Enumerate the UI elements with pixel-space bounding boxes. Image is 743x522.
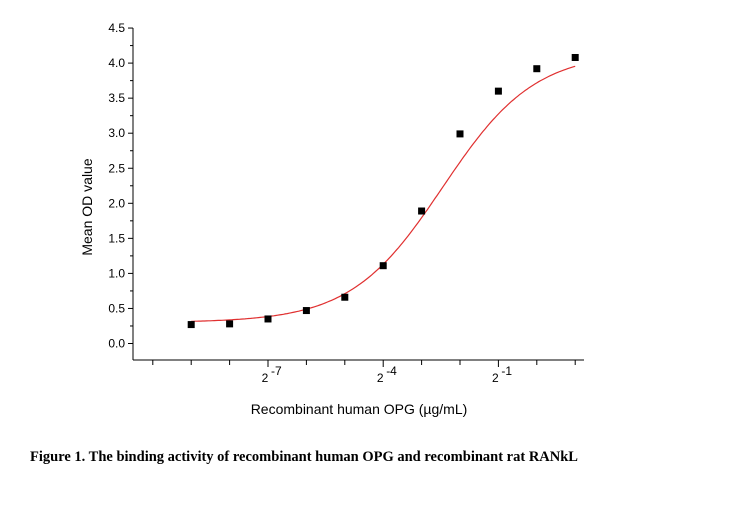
data-point — [379, 262, 387, 270]
data-point — [571, 53, 579, 61]
data-point — [226, 320, 234, 328]
y-tick-label: 1.0 — [108, 266, 125, 280]
y-tick-label: 1.5 — [108, 231, 125, 245]
y-tick-label: 4.5 — [108, 21, 125, 35]
x-tick-label-exponent: -1 — [501, 364, 512, 378]
y-tick-label: 2.0 — [108, 196, 125, 210]
data-point — [533, 65, 541, 73]
data-point — [494, 87, 502, 95]
chart: 0.00.51.01.52.02.53.03.54.04.52 -7 2 -4 2 -1 … — [79, 21, 584, 417]
y-tick-label: 3.0 — [108, 126, 125, 140]
x-tick-label-exponent: -7 — [271, 364, 282, 378]
data-point — [302, 307, 310, 315]
data-point — [187, 321, 195, 329]
data-point — [418, 207, 426, 215]
y-tick-label: 2.5 — [108, 161, 125, 175]
y-tick-label: 4.0 — [108, 56, 125, 70]
x-axis-label: Recombinant human OPG (µg/mL) — [251, 401, 468, 417]
data-point — [264, 315, 272, 323]
plot-area: 0.00.51.01.52.02.53.03.54.04.52 -7 2 -4 2 -1 — [108, 21, 584, 385]
fit-curve — [191, 65, 576, 322]
y-axis-label: Mean OD value — [79, 158, 95, 255]
y-tick-label: 3.5 — [108, 91, 125, 105]
y-tick-label: 0.5 — [108, 301, 125, 315]
figure-caption: Figure 1. The binding activity of recomb… — [30, 449, 578, 465]
y-tick-label: 0.0 — [108, 337, 125, 351]
data-point — [341, 293, 349, 301]
x-tick-label: 2 — [262, 371, 269, 385]
x-tick-label-exponent: -4 — [386, 364, 397, 378]
x-tick-label: 2 — [377, 371, 384, 385]
x-tick-label: 2 — [492, 371, 499, 385]
data-point — [456, 130, 464, 138]
